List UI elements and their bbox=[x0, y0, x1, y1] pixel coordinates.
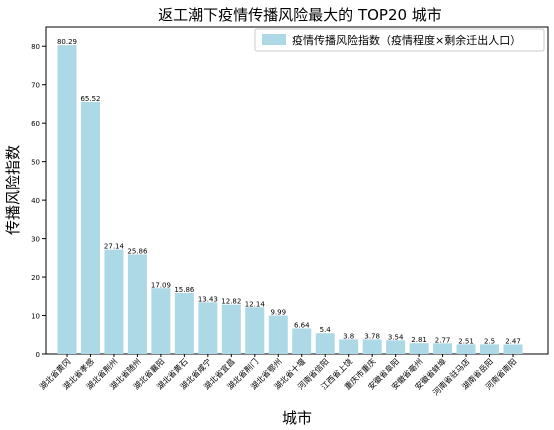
bar bbox=[198, 302, 218, 354]
bar-value-label: 15.86 bbox=[174, 286, 195, 294]
bar bbox=[409, 343, 429, 354]
legend-label: 疫情传播风险指数（疫情程度×剩余迁出人口） bbox=[292, 33, 521, 47]
bar-value-label: 9.99 bbox=[270, 309, 286, 317]
bar-value-label: 25.86 bbox=[127, 248, 148, 256]
bar bbox=[221, 304, 241, 354]
bar bbox=[245, 307, 265, 354]
bar bbox=[292, 328, 312, 354]
bar bbox=[104, 249, 124, 354]
legend-swatch bbox=[262, 34, 286, 45]
y-tick-label: 40 bbox=[31, 197, 40, 205]
bar bbox=[362, 339, 382, 354]
y-axis-label: 传播风险指数 bbox=[4, 145, 22, 235]
bars bbox=[57, 45, 523, 354]
bar-value-label: 2.81 bbox=[411, 336, 427, 344]
bar-value-label: 12.82 bbox=[221, 298, 241, 306]
bar-value-label: 65.52 bbox=[80, 95, 100, 103]
bar bbox=[386, 340, 406, 354]
bar-value-label: 17.09 bbox=[151, 281, 171, 289]
bar-value-label: 12.14 bbox=[245, 300, 266, 308]
bar-value-label: 2.51 bbox=[458, 337, 474, 345]
y-tick-label: 30 bbox=[31, 236, 40, 244]
bar bbox=[57, 45, 77, 354]
y-tick-label: 80 bbox=[31, 43, 40, 51]
bar-value-label: 6.64 bbox=[294, 321, 310, 329]
bar bbox=[80, 101, 100, 354]
bar bbox=[433, 343, 453, 354]
legend-frame bbox=[254, 28, 545, 52]
bar-value-label: 2.47 bbox=[505, 337, 521, 345]
bar-value-label: 13.43 bbox=[198, 295, 218, 303]
y-tick-label: 70 bbox=[31, 82, 40, 90]
x-axis-label: 城市 bbox=[282, 409, 312, 427]
bar bbox=[456, 344, 476, 354]
bar-value-label: 2.77 bbox=[435, 336, 451, 344]
legend: 疫情传播风险指数（疫情程度×剩余迁出人口） bbox=[254, 28, 545, 52]
bar bbox=[339, 339, 359, 354]
bar bbox=[151, 288, 171, 354]
bar bbox=[268, 315, 288, 354]
bar bbox=[174, 292, 194, 354]
bar bbox=[315, 333, 335, 354]
bar-value-label: 2.5 bbox=[484, 337, 495, 345]
x-axis-tick-labels: 湖北省黄冈湖北省孝感湖北省荆州湖北省随州湖北省襄阳湖北省黄石湖北省咸宁湖北省宜昌… bbox=[37, 354, 518, 397]
bar-value-label: 5.4 bbox=[320, 326, 332, 334]
y-tick-label: 50 bbox=[31, 159, 40, 167]
bar bbox=[480, 344, 500, 354]
bar-value-label: 3.78 bbox=[364, 332, 380, 340]
bar-value-label: 80.29 bbox=[57, 38, 77, 46]
y-tick-label: 10 bbox=[31, 313, 40, 321]
y-tick-label: 60 bbox=[31, 120, 40, 128]
y-axis-ticks: 0 10 20 30 40 50 60 70 80 bbox=[31, 43, 46, 359]
bar bbox=[127, 254, 147, 354]
chart-title: 返工潮下疫情传播风险最大的 TOP20 城市 bbox=[158, 6, 442, 24]
bar-value-label: 27.14 bbox=[104, 243, 125, 251]
y-tick-label: 20 bbox=[31, 274, 40, 282]
y-tick-label: 0 bbox=[36, 351, 40, 359]
bar-value-label: 3.54 bbox=[388, 333, 404, 341]
bar bbox=[503, 344, 523, 354]
bar-value-label: 3.8 bbox=[343, 332, 354, 340]
